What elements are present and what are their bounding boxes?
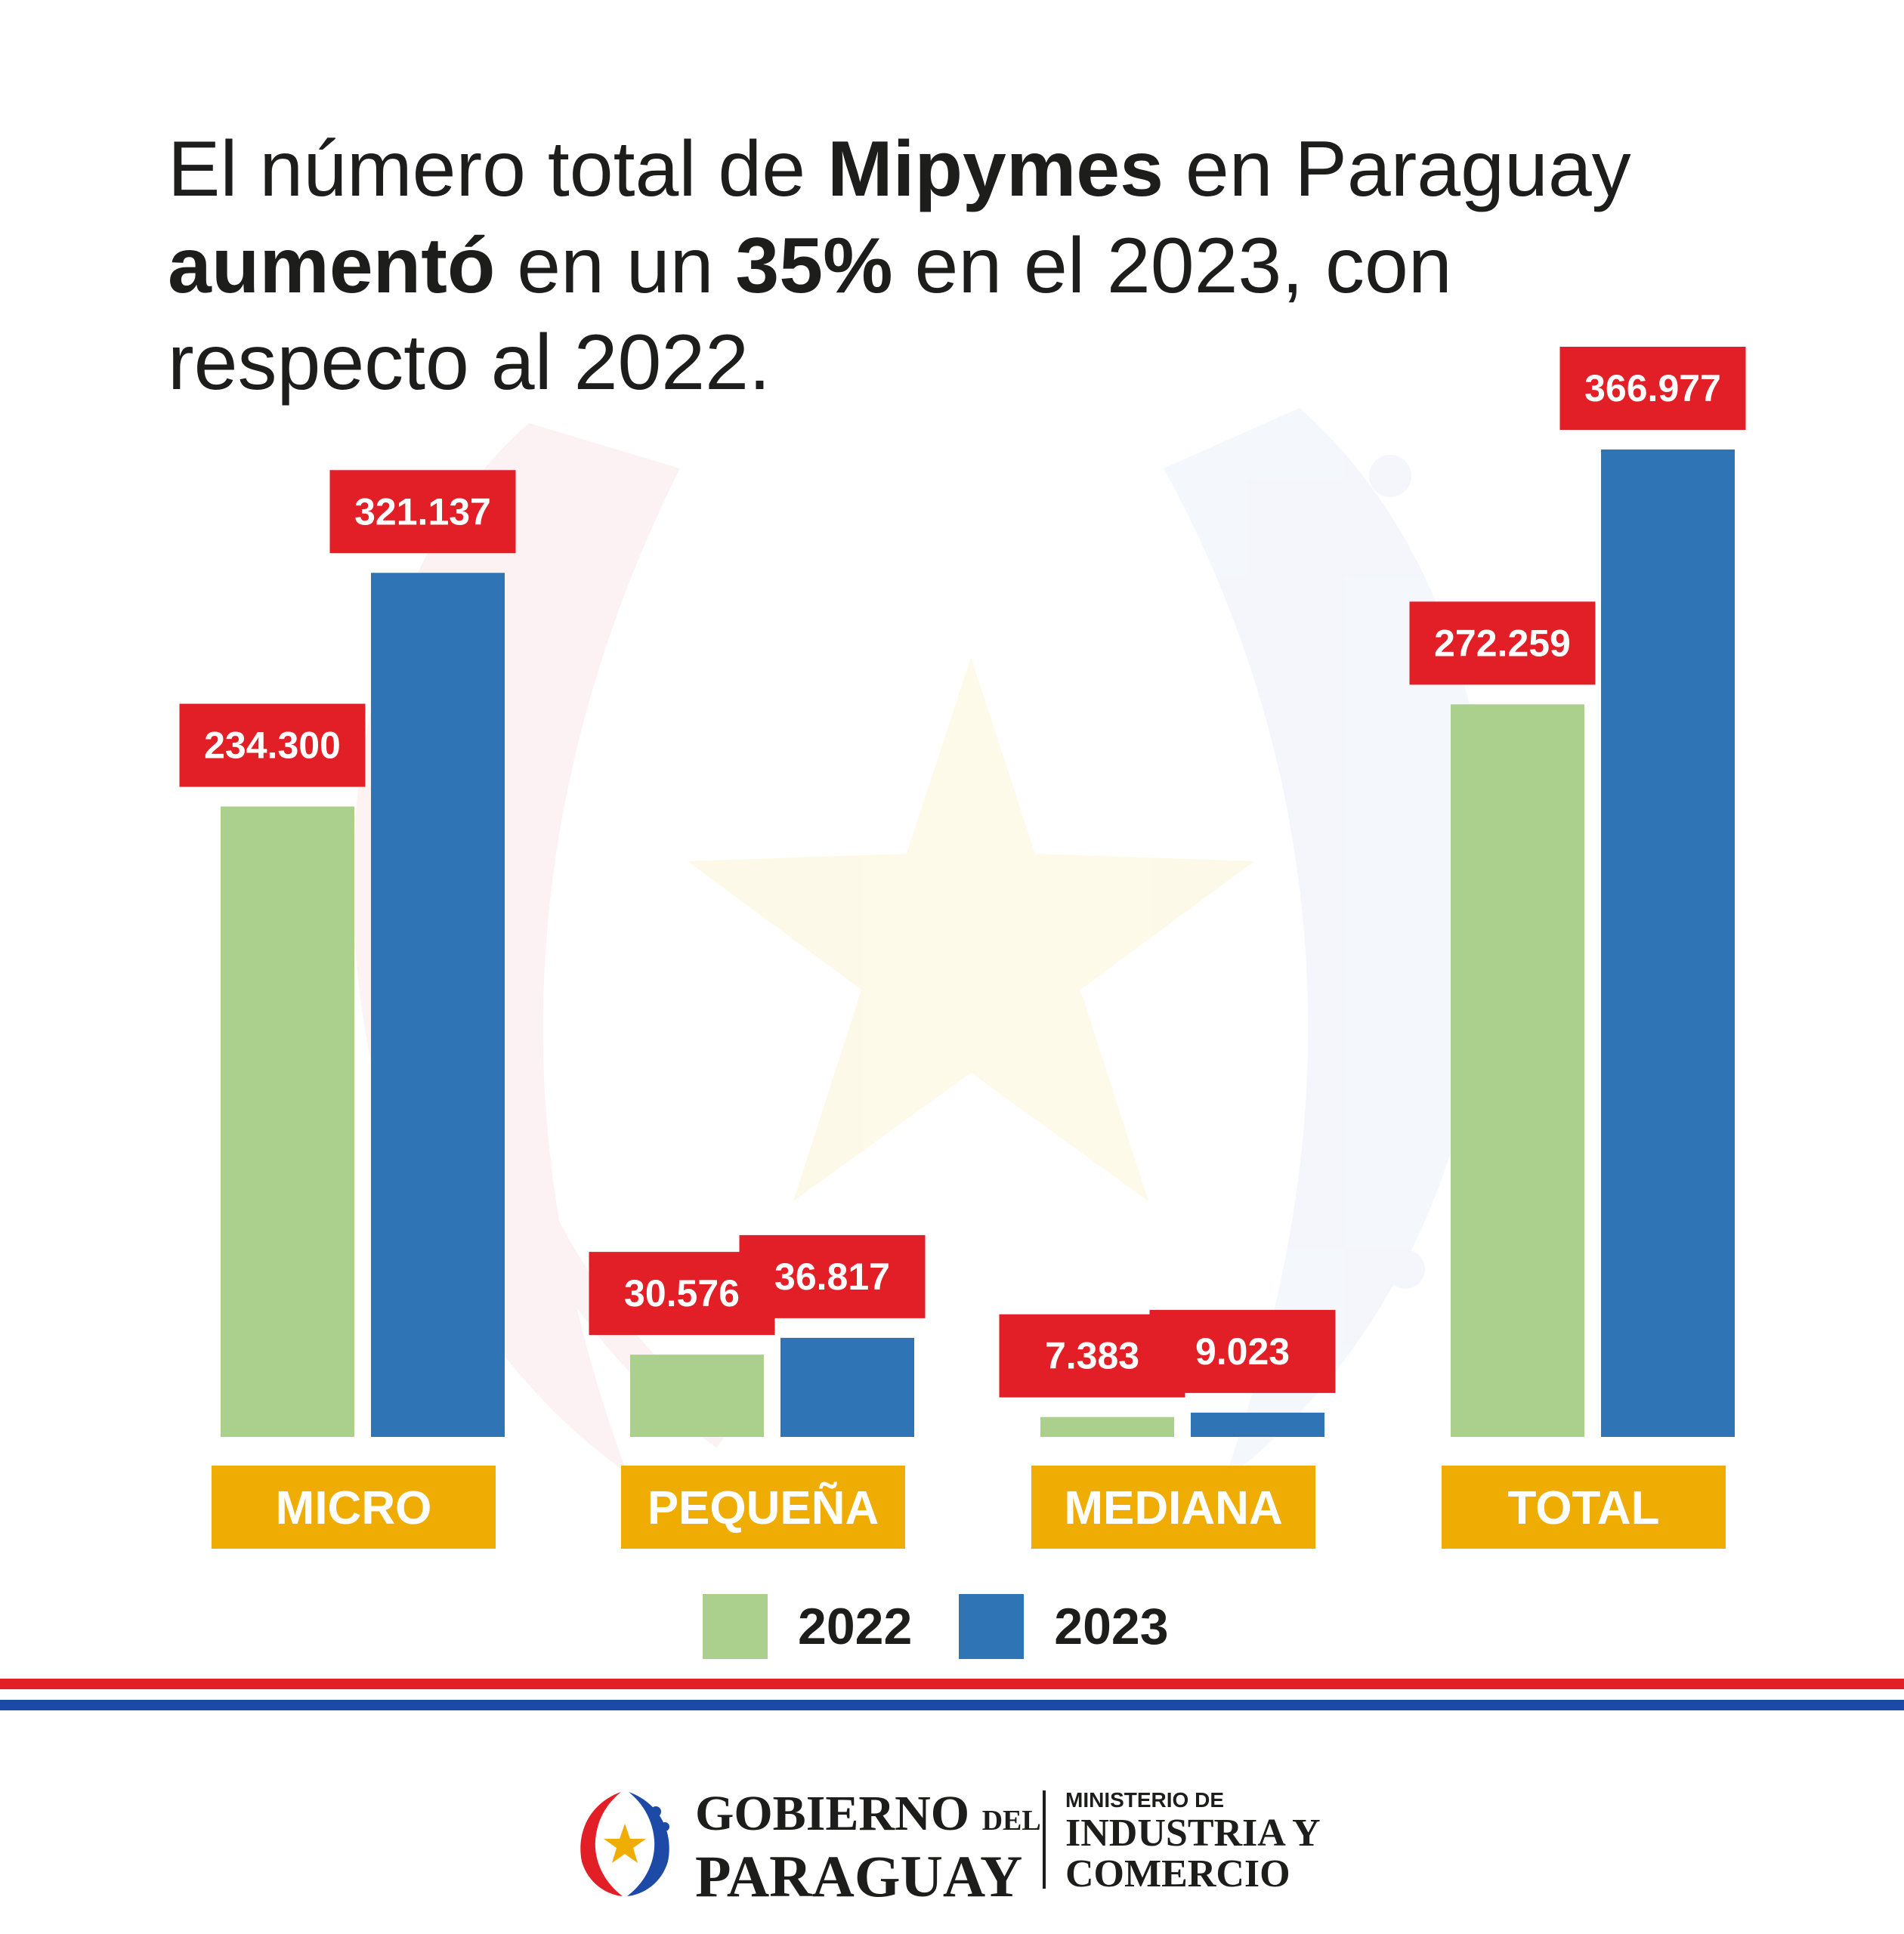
ministry-line3: COMERCIO xyxy=(1065,1852,1290,1895)
category-label-micro: MICRO xyxy=(276,1482,432,1534)
legend-swatch-2022 xyxy=(703,1594,768,1659)
legend-item-2022: 2022 xyxy=(703,1594,912,1659)
category-label-pequeña: PEQUEÑA xyxy=(648,1482,879,1534)
paraguay-seal-icon xyxy=(580,1792,669,1896)
gov-name: GOBIERNO DEL PARAGUAY xyxy=(695,1789,1041,1906)
value-label: 30.576 xyxy=(624,1272,740,1315)
category-label-box xyxy=(621,1466,905,1549)
flag-stripe-white xyxy=(0,1689,1904,1700)
legend-swatch-2023 xyxy=(959,1594,1025,1659)
category-label-mediana: MEDIANA xyxy=(1064,1482,1282,1534)
ministry-line1: MINISTERIO DE xyxy=(1065,1788,1225,1812)
flag-stripe-red xyxy=(0,1679,1904,1689)
value-label: 7.383 xyxy=(1045,1335,1139,1377)
value-label-box xyxy=(1559,347,1746,430)
title-text: El número total de xyxy=(168,125,827,213)
bar-pequeña-2022 xyxy=(630,1355,764,1437)
title-bold-percentage: 35% xyxy=(735,222,893,310)
bar-total-2023 xyxy=(1601,450,1735,1437)
category-label-box xyxy=(212,1466,496,1549)
value-label: 366.977 xyxy=(1584,367,1721,409)
gov-del: DEL xyxy=(981,1805,1041,1837)
bar-mediana-2022 xyxy=(1040,1417,1174,1437)
bar-micro-2022 xyxy=(221,806,354,1437)
title-bold-aumento: aumentó xyxy=(168,222,496,310)
value-label: 321.137 xyxy=(354,490,491,533)
value-label-box xyxy=(1149,1309,1336,1393)
title-bold-mipymes: Mipymes xyxy=(827,125,1164,213)
value-label-box xyxy=(329,470,516,554)
title-text: en un xyxy=(495,222,736,310)
bar-pequeña-2023 xyxy=(780,1337,914,1437)
watermark-star-icon xyxy=(688,657,1254,1201)
value-label-box xyxy=(739,1234,926,1318)
gov-line1: GOBIERNO xyxy=(695,1786,970,1841)
gov-line2: PARAGUAY xyxy=(695,1843,1023,1909)
flag-stripe-blue xyxy=(0,1700,1904,1710)
legend-label-2022: 2022 xyxy=(798,1598,913,1655)
title-text: en Paraguay xyxy=(1163,125,1631,213)
value-label: 9.023 xyxy=(1195,1330,1290,1373)
bar-micro-2023 xyxy=(371,573,505,1438)
ministry-name: MINISTERIO DE INDUSTRIA Y COMERCIO xyxy=(1065,1787,1321,1895)
value-label: 36.817 xyxy=(774,1256,890,1298)
value-label-box xyxy=(179,703,366,787)
value-label: 272.259 xyxy=(1434,622,1571,664)
chart-legend: 2022 2023 xyxy=(703,1593,1216,1661)
legend-label-2023: 2023 xyxy=(1054,1598,1169,1655)
category-label-box xyxy=(1031,1466,1315,1549)
ministry-line2: INDUSTRIA Y xyxy=(1065,1812,1321,1855)
category-label-box xyxy=(1442,1466,1726,1549)
bar-total-2022 xyxy=(1451,704,1584,1437)
legend-item-2023: 2023 xyxy=(959,1594,1169,1659)
title-text: en el 2023, con respecto al 2022. xyxy=(168,222,1452,406)
footer-logos: GOBIERNO DEL PARAGUAY MINISTERIO DE INDU… xyxy=(0,1775,1904,1926)
category-label-total: TOTAL xyxy=(1508,1482,1660,1534)
value-label-box xyxy=(1409,601,1596,685)
bar-mediana-2023 xyxy=(1191,1412,1324,1437)
page-title: El número total de Mipymes en Paraguay a… xyxy=(168,121,1770,411)
logo-divider xyxy=(1043,1790,1046,1889)
watermark-blue-laurel-icon xyxy=(1164,408,1491,1481)
value-label: 234.300 xyxy=(204,724,341,767)
